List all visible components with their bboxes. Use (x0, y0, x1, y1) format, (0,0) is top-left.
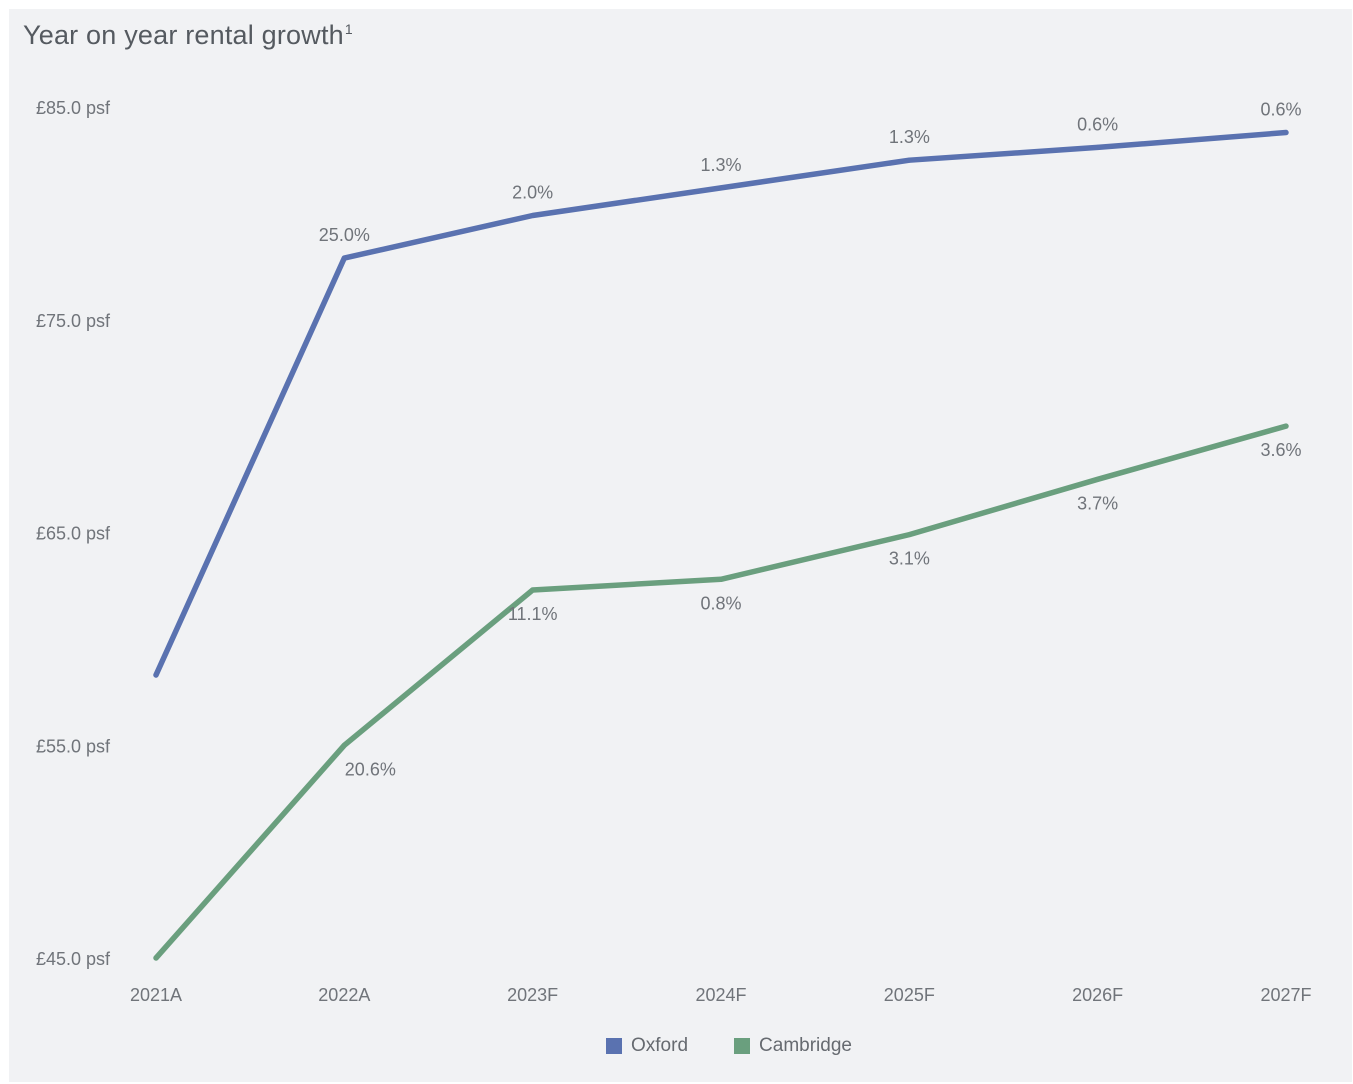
data-label-cambridge: 0.8% (700, 593, 741, 613)
data-point-cambridge (530, 587, 536, 593)
chart-title: Year on year rental growth1 (23, 20, 353, 51)
y-tick-label: £75.0 psf (36, 311, 111, 331)
legend-item-oxford: Oxford (606, 1035, 688, 1057)
legend-swatch-oxford (606, 1038, 622, 1054)
y-tick-label: £45.0 psf (36, 949, 111, 969)
data-point-oxford (1283, 130, 1289, 136)
x-tick-label: 2024F (695, 985, 746, 1005)
data-label-oxford: 2.0% (512, 183, 553, 203)
data-label-oxford: 25.0% (319, 225, 370, 245)
data-point-cambridge (906, 532, 912, 538)
data-label-cambridge: 3.6% (1260, 440, 1301, 460)
data-point-cambridge (153, 955, 159, 961)
legend-label-cambridge: Cambridge (759, 1035, 852, 1056)
y-tick-label: £85.0 psf (36, 98, 111, 118)
data-point-oxford (530, 213, 536, 219)
data-point-cambridge (1095, 476, 1101, 482)
legend-swatch-cambridge (734, 1038, 751, 1054)
chart-panel (9, 9, 1352, 1082)
data-label-oxford: 1.3% (889, 127, 930, 147)
data-label-oxford: 1.3% (700, 155, 741, 175)
y-tick-label: £55.0 psf (36, 736, 111, 756)
data-point-oxford (718, 185, 724, 191)
legend-item-cambridge: Cambridge (734, 1035, 852, 1057)
legend-label-oxford: Oxford (631, 1035, 689, 1056)
data-point-oxford (906, 157, 912, 163)
x-tick-label: 2022A (318, 985, 370, 1005)
x-tick-label: 2025F (884, 985, 935, 1005)
x-tick-label: 2023F (507, 985, 558, 1005)
data-label-cambridge: 3.7% (1077, 493, 1118, 513)
data-point-cambridge (1283, 423, 1289, 429)
data-label-oxford: 0.6% (1077, 114, 1118, 134)
x-tick-label: 2027F (1260, 985, 1311, 1005)
x-tick-label: 2021A (130, 985, 182, 1005)
chart-title-text: Year on year rental growth (23, 20, 344, 50)
chart-legend: Oxford Cambridge (606, 1035, 898, 1057)
data-point-oxford (341, 255, 347, 261)
data-point-cambridge (718, 576, 724, 582)
data-point-oxford (1095, 144, 1101, 150)
data-point-cambridge (341, 742, 347, 748)
data-label-cambridge: 11.1% (508, 604, 558, 624)
data-label-cambridge: 20.6% (345, 759, 396, 779)
data-label-cambridge: 3.1% (889, 549, 930, 569)
x-tick-label: 2026F (1072, 985, 1123, 1005)
title-footnote-marker: 1 (344, 21, 353, 37)
y-tick-label: £65.0 psf (36, 524, 111, 544)
data-point-oxford (153, 672, 159, 678)
data-label-oxford: 0.6% (1260, 100, 1301, 120)
